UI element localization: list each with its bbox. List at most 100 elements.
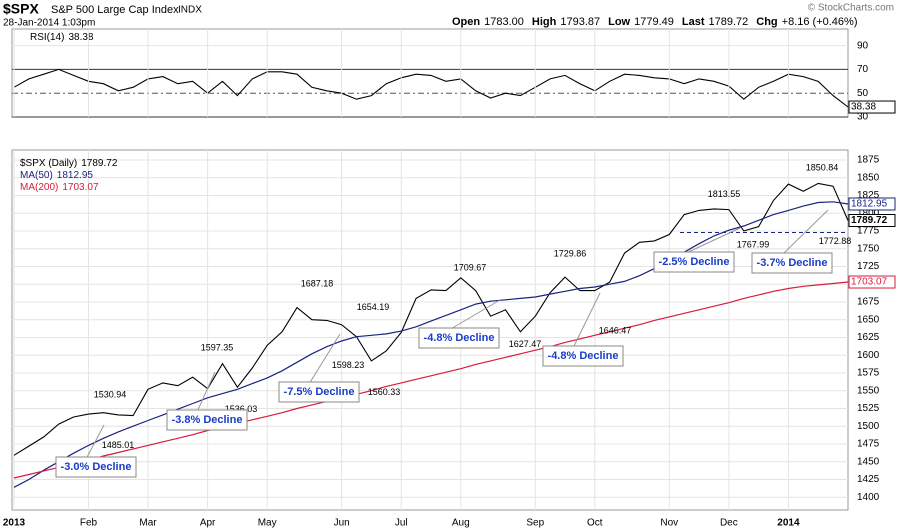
value-tag-label: 1789.72 bbox=[851, 215, 888, 226]
stat-value: 1789.72 bbox=[709, 16, 749, 28]
stats: Open 1783.00 High 1793.87 Low 1779.49 Last 1789… bbox=[452, 16, 858, 28]
x-tick-label: Nov bbox=[660, 518, 678, 529]
callout-line bbox=[572, 292, 601, 349]
legend-entry: $SPX (Daily) 1789.72 bbox=[20, 158, 118, 169]
x-tick-label: Sep bbox=[526, 518, 544, 529]
y-tick-label: 1725 bbox=[857, 261, 880, 272]
point-label: 1767.99 bbox=[737, 239, 770, 249]
y-tick-label: 1675 bbox=[857, 297, 880, 308]
decline-label: -4.8% Decline bbox=[548, 350, 619, 362]
point-label: 1560.33 bbox=[368, 387, 401, 397]
line-series bbox=[13, 201, 849, 488]
decline-box bbox=[55, 456, 137, 478]
x-tick-label: Apr bbox=[200, 518, 216, 529]
x-tick-label: Jul bbox=[395, 518, 408, 529]
y-tick-label: 1575 bbox=[857, 368, 880, 379]
y-tick-label: 30 bbox=[857, 112, 869, 123]
y-tick-label: 1825 bbox=[857, 190, 880, 201]
y-tick-label: 1650 bbox=[857, 314, 880, 325]
x-tick-label: Feb bbox=[80, 518, 98, 529]
y-tick-label: 90 bbox=[857, 40, 869, 51]
stat-value: +8.16 (+0.46%) bbox=[782, 16, 858, 28]
decline-label: -3.0% Decline bbox=[61, 461, 132, 473]
y-tick-label: 70 bbox=[857, 64, 869, 75]
y-tick-label: 1800 bbox=[857, 208, 880, 219]
date: 28-Jan-2014 1:03pm bbox=[3, 18, 95, 29]
y-tick-label: 50 bbox=[857, 88, 869, 99]
y-tick-label: 1500 bbox=[857, 421, 880, 432]
point-label: 1729.86 bbox=[554, 248, 587, 258]
price-panel bbox=[11, 149, 849, 511]
decline-box bbox=[653, 251, 735, 273]
y-tick-label: 1450 bbox=[857, 456, 880, 467]
rsi-title: RSI(14) bbox=[30, 32, 64, 43]
stat-label: Last bbox=[682, 16, 705, 28]
x-tick-label: Oct bbox=[587, 518, 603, 529]
x-tick-label: Mar bbox=[139, 518, 157, 529]
stat-value: 1793.87 bbox=[560, 16, 600, 28]
y-tick-label: 1600 bbox=[857, 350, 880, 361]
legend-value: 1789.72 bbox=[81, 158, 118, 169]
y-tick-label: 1750 bbox=[857, 243, 880, 254]
point-label: 1646.47 bbox=[599, 326, 632, 336]
legend-entry: MA(200) 1703.07 bbox=[20, 182, 99, 193]
y-tick-label: 1875 bbox=[857, 155, 880, 166]
legend-name: $SPX (Daily) bbox=[20, 158, 77, 169]
point-label: 1597.35 bbox=[201, 342, 234, 352]
value-tag bbox=[848, 275, 896, 289]
rsi-value: 38.38 bbox=[68, 32, 93, 43]
line-series bbox=[13, 281, 849, 479]
x-tick-label: Aug bbox=[452, 518, 470, 529]
callout-line bbox=[308, 333, 341, 385]
stat-value: 1779.49 bbox=[634, 16, 674, 28]
point-label: 1536.03 bbox=[225, 404, 258, 414]
exchange: INDX bbox=[178, 5, 202, 16]
callout-line bbox=[781, 209, 829, 256]
point-label: 1654.19 bbox=[357, 302, 390, 312]
point-label: 1627.47 bbox=[509, 339, 542, 349]
decline-box bbox=[278, 381, 360, 403]
value-tag bbox=[848, 100, 896, 114]
stat-label: Low bbox=[608, 16, 630, 28]
legend-entry: MA(50) 1812.95 bbox=[20, 170, 93, 181]
y-tick-label: 1775 bbox=[857, 226, 880, 237]
stat-label: High bbox=[532, 16, 557, 28]
index-name: S&P 500 Large Cap Index bbox=[51, 4, 179, 16]
point-label: 1485.01 bbox=[102, 440, 135, 450]
line-series bbox=[13, 182, 849, 456]
decline-box bbox=[418, 327, 500, 349]
legend-name: MA(200) bbox=[20, 182, 58, 193]
stat-label: Chg bbox=[756, 16, 777, 28]
point-label: 1850.84 bbox=[806, 162, 839, 172]
y-tick-label: 1475 bbox=[857, 439, 880, 450]
x-tick-label: May bbox=[258, 518, 277, 529]
callout-line bbox=[196, 371, 216, 413]
rsi-label: RSI(14) 38.38 bbox=[30, 32, 94, 43]
decline-box bbox=[751, 252, 833, 274]
value-tag-label: 1812.95 bbox=[851, 199, 888, 210]
x-tick-label: 2014 bbox=[777, 518, 800, 529]
line-series bbox=[13, 68, 849, 108]
point-label: 1709.67 bbox=[454, 263, 487, 273]
point-label: 1687.18 bbox=[301, 279, 334, 289]
copyright: © StockCharts.com bbox=[808, 3, 894, 14]
stat-value: 1783.00 bbox=[484, 16, 524, 28]
stat-label: Open bbox=[452, 16, 480, 28]
callout-line bbox=[448, 299, 501, 331]
symbol: $SPX bbox=[3, 1, 39, 17]
callout-line bbox=[85, 424, 105, 460]
point-label: 1530.94 bbox=[94, 390, 127, 400]
y-tick-label: 1625 bbox=[857, 332, 880, 343]
value-tag-label: 1703.07 bbox=[851, 277, 888, 288]
decline-box bbox=[542, 345, 624, 367]
value-tag-label: 38.38 bbox=[851, 102, 876, 113]
decline-label: -4.8% Decline bbox=[424, 332, 495, 344]
value-tag bbox=[848, 213, 896, 227]
y-tick-label: 1850 bbox=[857, 172, 880, 183]
decline-label: -2.5% Decline bbox=[659, 256, 730, 268]
legend-name: MA(50) bbox=[20, 170, 53, 181]
x-tick-label: Dec bbox=[720, 518, 738, 529]
decline-label: -7.5% Decline bbox=[284, 386, 355, 398]
legend-value: 1703.07 bbox=[62, 182, 99, 193]
